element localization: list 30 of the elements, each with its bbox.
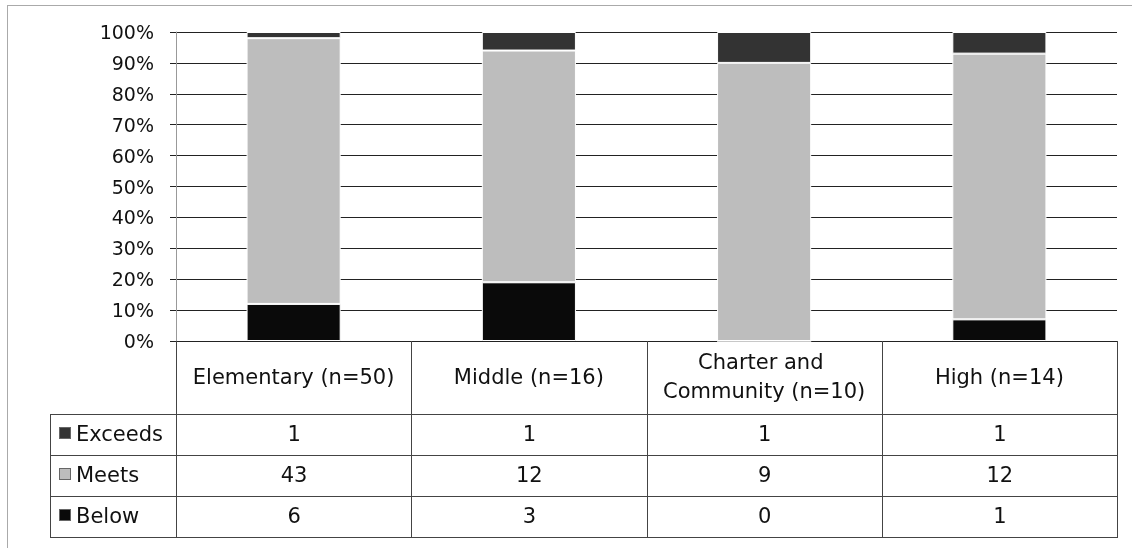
x-tick-label: High (n=14): [934, 364, 1064, 389]
text: 9: [647, 455, 883, 496]
y-tick-label: 20%: [111, 268, 154, 291]
y-tick-label: 30%: [111, 237, 154, 260]
text: 1: [882, 496, 1118, 537]
text: 12: [882, 455, 1118, 496]
text: 0: [647, 496, 883, 537]
y-tick-label: 60%: [111, 144, 154, 167]
text: 1: [647, 414, 883, 455]
legend-label: Below: [76, 503, 140, 528]
y-tick-label: 40%: [111, 206, 154, 229]
text: 6: [176, 496, 412, 537]
x-tick-label: Elementary (n=50): [192, 364, 395, 389]
text: 1: [176, 414, 412, 455]
y-tick-label: 80%: [111, 82, 154, 105]
y-tick-label: 0%: [123, 330, 154, 352]
y-tick-label: 70%: [111, 113, 154, 136]
x-tick-label: Middle (n=16): [453, 364, 604, 389]
legend-label: Exceeds: [76, 421, 163, 446]
legend-label: Meets: [76, 462, 140, 487]
y-tick-label: 90%: [111, 51, 154, 74]
y-tick-label: 50%: [111, 175, 154, 198]
text: 12: [411, 455, 647, 496]
x-tick-label: Charter and Community (n=10): [663, 350, 866, 403]
text: 1: [411, 414, 647, 455]
text: 1: [882, 414, 1118, 455]
text: 43: [176, 455, 412, 496]
y-tick-label: 100%: [99, 21, 154, 43]
text: 3: [411, 496, 647, 537]
y-tick-label: 10%: [111, 299, 154, 322]
